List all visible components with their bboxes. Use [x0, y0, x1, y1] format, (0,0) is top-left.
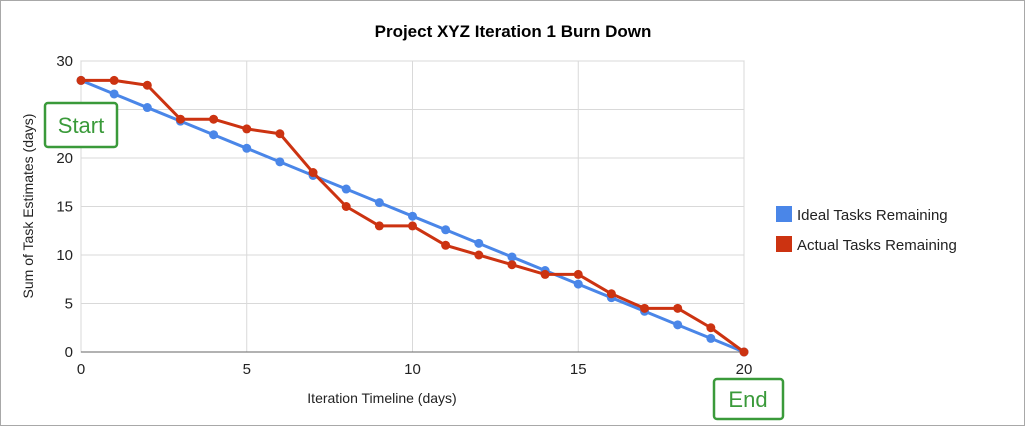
legend: Ideal Tasks Remaining Actual Tasks Remain… — [776, 206, 957, 254]
x-tick-label: 10 — [404, 361, 421, 378]
data-point — [209, 114, 219, 124]
data-point — [606, 289, 616, 299]
data-point — [706, 333, 716, 343]
data-point — [474, 238, 484, 248]
data-point — [76, 75, 86, 85]
data-point — [242, 143, 252, 153]
data-point — [673, 320, 683, 330]
series — [76, 75, 749, 357]
x-axis-label: Iteration Timeline (days) — [307, 390, 456, 406]
data-point — [109, 89, 119, 99]
data-point — [109, 75, 119, 85]
annotation-box — [712, 377, 785, 421]
data-point — [441, 240, 451, 250]
y-tick-label: 30 — [56, 53, 73, 70]
data-point — [142, 80, 152, 90]
annotations: Start End — [43, 101, 785, 421]
data-point — [507, 252, 517, 262]
y-tick-label: 0 — [65, 344, 73, 361]
x-tick-label: 0 — [77, 361, 85, 378]
y-axis-label: Sum of Task Estimates (days) — [20, 114, 36, 299]
y-tick-label: 20 — [56, 150, 73, 167]
data-point — [341, 184, 351, 194]
data-point — [175, 114, 185, 124]
legend-label: Ideal Tasks Remaining — [797, 207, 948, 224]
annotation-label: End — [728, 387, 767, 412]
x-tick-label: 5 — [243, 361, 251, 378]
data-point — [540, 269, 550, 279]
data-point — [441, 225, 451, 235]
y-tick-label: 10 — [56, 247, 73, 264]
data-point — [739, 347, 749, 357]
legend-swatch — [776, 236, 792, 252]
y-tick-label: 15 — [56, 199, 73, 216]
data-point — [474, 250, 484, 260]
data-point — [275, 157, 285, 167]
data-point — [640, 303, 650, 313]
data-point — [275, 129, 285, 139]
data-point — [408, 211, 417, 221]
data-point — [408, 221, 417, 231]
data-point — [507, 260, 517, 270]
data-point — [142, 103, 152, 113]
data-point — [573, 279, 583, 289]
data-point — [706, 323, 716, 333]
data-point — [673, 303, 683, 313]
data-point — [308, 168, 318, 178]
data-point — [341, 202, 351, 211]
data-point — [209, 130, 219, 140]
data-point — [374, 221, 384, 231]
data-point — [573, 269, 583, 279]
grid — [80, 60, 745, 353]
legend-label: Actual Tasks Remaining — [797, 237, 957, 254]
x-tick-label: 15 — [570, 361, 587, 378]
data-point — [242, 124, 252, 134]
x-tick-label: 20 — [736, 361, 753, 378]
y-tick-label: 5 — [65, 296, 73, 313]
annotation-box — [43, 101, 119, 149]
chart-title: Project XYZ Iteration 1 Burn Down — [375, 22, 652, 41]
data-point — [374, 198, 384, 208]
annotation-label: Start — [58, 113, 104, 138]
legend-swatch — [776, 206, 792, 222]
